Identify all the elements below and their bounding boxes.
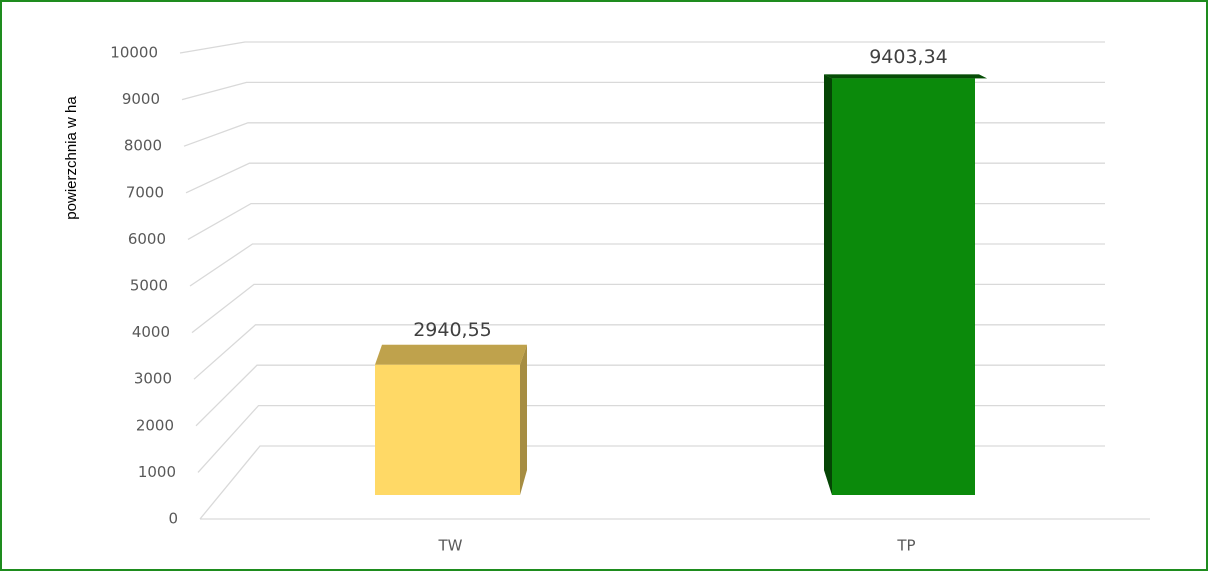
grid-line — [195, 364, 1105, 427]
y-axis-title: powierzchnia w ha — [63, 96, 80, 220]
grid-line — [197, 404, 1105, 473]
x-tick-label: TP — [896, 537, 915, 555]
y-tick-label: 3000 — [134, 370, 172, 388]
y-tick-label: 1000 — [138, 463, 176, 481]
y-tick-label: 9000 — [122, 90, 160, 108]
value-label: 9403,34 — [869, 46, 948, 68]
bar-top — [824, 74, 987, 79]
bar-top-shade — [375, 344, 527, 365]
y-tick-label: 10000 — [110, 44, 158, 62]
y-tick-label: 2000 — [136, 416, 174, 434]
grid-line — [183, 122, 1105, 147]
bar-top-shade — [824, 74, 987, 79]
bar-side-shade — [824, 74, 832, 495]
grid-line — [179, 41, 1105, 54]
y-tick-label: 4000 — [132, 323, 170, 341]
grid-line — [185, 162, 1105, 194]
x-tick-label: TW — [438, 537, 463, 555]
bar-side-shade — [520, 344, 527, 495]
bar — [375, 364, 520, 495]
bar-top — [375, 344, 527, 365]
y-tick-label: 0 — [168, 510, 178, 528]
bar — [832, 78, 975, 495]
grid-line — [189, 243, 1105, 287]
grid-line — [199, 445, 1150, 520]
y-tick-label: 8000 — [124, 137, 162, 155]
y-tick-label: 5000 — [130, 277, 168, 295]
grid-line — [191, 283, 1105, 334]
y-tick-label: 6000 — [128, 230, 166, 248]
grid-line — [193, 324, 1105, 380]
bar-side — [520, 344, 527, 495]
grid-line — [181, 81, 1105, 101]
value-label: 2940,55 — [413, 319, 492, 341]
grid-line — [187, 202, 1105, 240]
y-tick-label: 7000 — [126, 183, 164, 201]
